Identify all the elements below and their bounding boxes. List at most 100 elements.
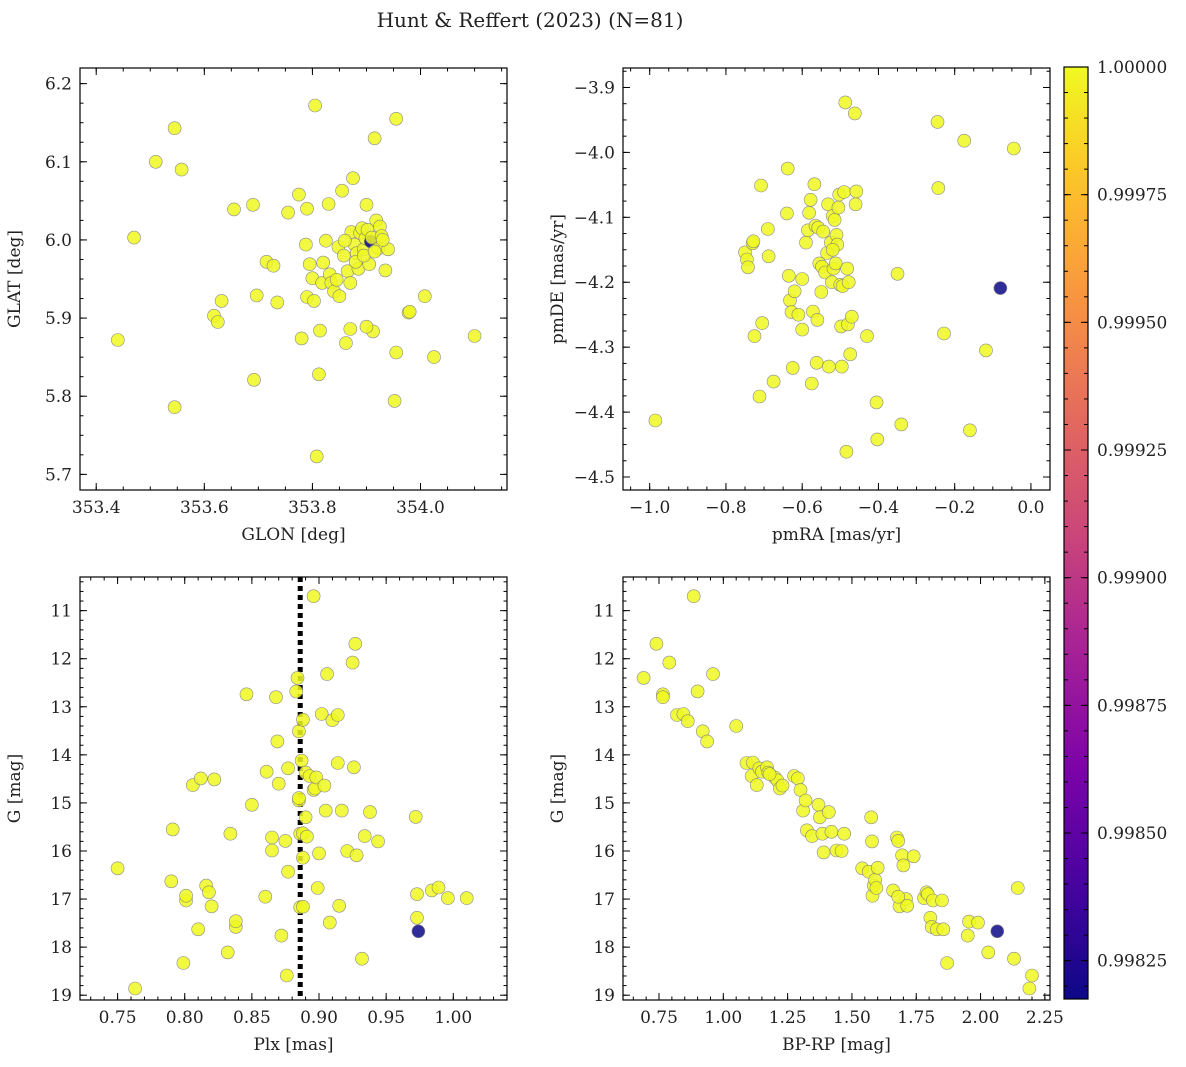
x-tick-label: 0.75 xyxy=(640,1008,678,1028)
data-point xyxy=(686,589,701,604)
data-point xyxy=(803,193,818,207)
data-point xyxy=(459,891,474,905)
data-point xyxy=(194,771,208,786)
y-tick-label: 6.0 xyxy=(45,231,72,251)
data-point xyxy=(1022,981,1037,996)
data-point xyxy=(843,347,858,362)
data-point xyxy=(355,951,369,966)
y-tick-label: 15 xyxy=(50,794,72,814)
data-point xyxy=(319,233,333,248)
data-point xyxy=(891,834,906,848)
x-tick-label: 0.90 xyxy=(300,1008,338,1028)
x-tick-label: 0.0 xyxy=(1017,498,1044,518)
x-tick-label: 0.85 xyxy=(233,1008,271,1028)
data-point xyxy=(165,822,180,837)
data-point xyxy=(128,981,142,996)
data-point xyxy=(312,367,326,382)
axes-frame xyxy=(79,67,508,491)
x-tick-label: −0.6 xyxy=(782,498,823,518)
x-tick-label: −0.4 xyxy=(858,498,899,518)
data-point xyxy=(467,329,482,343)
y-axis-label: GLAT [deg] xyxy=(5,230,25,328)
data-point xyxy=(249,288,264,303)
data-point xyxy=(363,805,377,819)
data-point xyxy=(227,202,241,217)
data-point xyxy=(375,233,390,247)
data-point xyxy=(349,848,364,863)
data-point xyxy=(766,374,781,389)
data-point xyxy=(207,772,222,787)
data-point xyxy=(296,712,310,727)
data-point xyxy=(935,893,949,908)
y-tick-label: 6.2 xyxy=(45,75,72,95)
data-point xyxy=(971,915,985,930)
data-point xyxy=(336,248,351,263)
x-axis-label: GLON [deg] xyxy=(241,525,345,545)
colorbar-gradient xyxy=(1064,67,1088,999)
data-point xyxy=(343,322,358,336)
data-point xyxy=(322,915,337,930)
panel-glon-glat: 353.4 353.6 353.8 354.0 5.7 5.8 5.9 6.0 6.1 6.2 GL… xyxy=(5,67,508,545)
data-point xyxy=(302,257,317,272)
data-point xyxy=(329,272,344,287)
colorbar: 0.99825 0.99850 0.99875 0.99900 0.99925 0.999… xyxy=(1063,58,1167,1000)
data-point xyxy=(775,778,790,793)
data-point xyxy=(378,263,393,278)
data-point xyxy=(906,849,921,864)
y-tick-label: −4.1 xyxy=(574,208,615,228)
y-tick-label: 19 xyxy=(593,986,615,1006)
x-tick-label: 0.80 xyxy=(166,1008,204,1028)
data-point xyxy=(167,400,182,415)
data-point xyxy=(266,258,281,273)
y-tick-label: 5.9 xyxy=(45,309,72,329)
data-point xyxy=(807,177,822,191)
y-tick-label: −4.3 xyxy=(574,338,615,358)
x-tick-label: −0.2 xyxy=(934,498,975,518)
y-tick-label: −3.9 xyxy=(574,78,615,98)
data-point xyxy=(164,874,179,889)
y-tick-label: −4.5 xyxy=(574,468,615,488)
data-point xyxy=(278,834,293,848)
data-point xyxy=(860,329,874,343)
data-point xyxy=(332,898,347,913)
x-axis-label: Plx [mas] xyxy=(253,1035,333,1055)
data-point xyxy=(316,255,331,270)
data-point xyxy=(259,764,274,779)
data-point xyxy=(359,319,374,334)
data-point xyxy=(837,826,852,841)
data-point xyxy=(840,261,855,276)
data-point xyxy=(780,161,795,176)
data-point xyxy=(931,181,946,195)
data-point xyxy=(348,636,363,651)
data-point xyxy=(281,205,295,220)
data-point xyxy=(827,213,842,227)
data-point xyxy=(799,235,813,250)
data-point xyxy=(343,276,358,290)
scatter-points xyxy=(636,589,1039,996)
data-point xyxy=(824,824,839,839)
data-point xyxy=(320,667,334,681)
data-point xyxy=(837,185,851,199)
data-point xyxy=(294,753,309,768)
data-point xyxy=(802,206,816,220)
data-point xyxy=(307,294,321,308)
data-point xyxy=(1025,968,1039,983)
data-point xyxy=(296,899,310,914)
data-point xyxy=(306,589,321,604)
data-point xyxy=(371,834,385,849)
data-point xyxy=(281,864,295,879)
axes-frame xyxy=(79,576,508,1001)
data-point xyxy=(870,432,885,447)
data-point xyxy=(290,671,305,685)
data-point xyxy=(940,956,954,970)
data-point xyxy=(314,707,329,721)
data-point xyxy=(330,756,345,770)
data-point xyxy=(816,224,831,239)
data-point xyxy=(345,655,360,670)
data-point xyxy=(798,793,813,808)
y-tick-label: 16 xyxy=(593,842,615,862)
data-point xyxy=(318,803,333,818)
data-point xyxy=(335,183,349,198)
data-point xyxy=(174,162,189,177)
y-tick-label: 6.1 xyxy=(45,153,72,173)
